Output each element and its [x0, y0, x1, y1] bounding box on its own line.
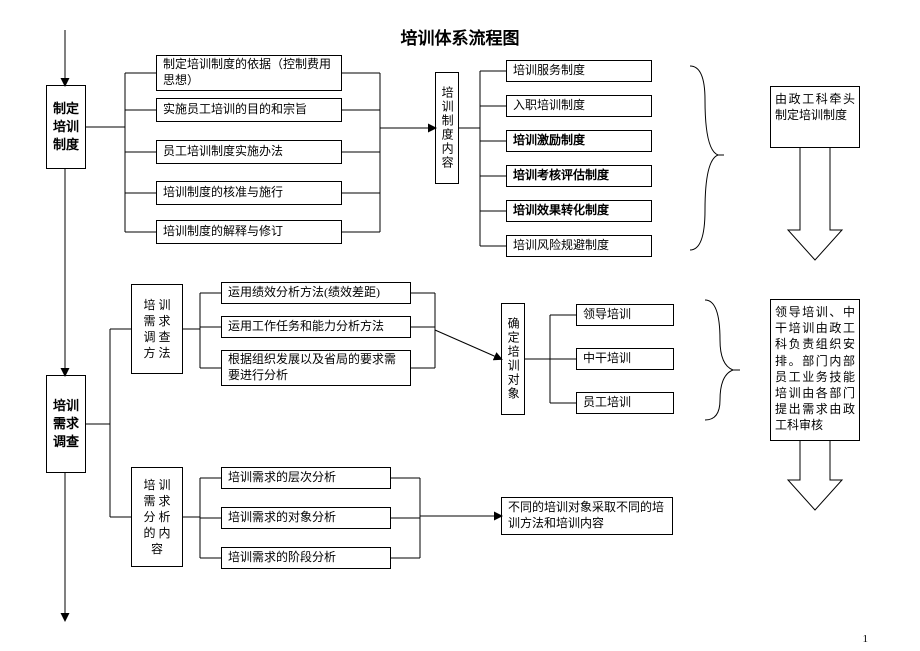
s1-right-5: 培训风险规避制度: [506, 235, 652, 257]
s2-right-1: 中干培训: [576, 348, 674, 370]
s2-a-0: 运用绩效分析方法(绩效差距): [221, 282, 411, 304]
s1-right-4: 培训效果转化制度: [506, 200, 652, 222]
s2-a-2: 根据组织发展以及省局的要求需要进行分析: [221, 350, 411, 386]
s2-groupB-label-text: 培 训 需 求 分 析 的 内 容: [143, 477, 170, 558]
s1-right-3: 培训考核评估制度: [506, 165, 652, 187]
s2-center-label: 确定培训对象: [501, 303, 525, 415]
s2-bottom-right: 不同的培训对象采取不同的培训方法和培训内容: [501, 497, 673, 535]
s2-note: 领导培训、中干培训由政工科负责组织安排。部门内部员工业务技能培训由各部门提出需求…: [770, 299, 860, 441]
stage-2-text: 培训 需求 调查: [53, 397, 79, 452]
s1-note: 由政工科牵头制定培训制度: [770, 86, 860, 148]
s1-right-2: 培训激励制度: [506, 130, 652, 152]
s1-right-0: 培训服务制度: [506, 60, 652, 82]
s2-groupA-label-text: 培 训 需 求 调 查 方 法: [143, 297, 170, 362]
s2-b-1: 培训需求的对象分析: [221, 507, 391, 529]
s1-right-1: 入职培训制度: [506, 95, 652, 117]
s2-groupA-label: 培 训 需 求 调 查 方 法: [131, 284, 183, 374]
s2-groupB-label: 培 训 需 求 分 析 的 内 容: [131, 467, 183, 567]
s2-center-label-text: 确定培训对象: [505, 317, 521, 401]
s2-right-0: 领导培训: [576, 304, 674, 326]
s2-a-1: 运用工作任务和能力分析方法: [221, 316, 411, 338]
s1-center-label-text: 培训制度内容: [439, 86, 455, 170]
s1-item-4: 培训制度的解释与修订: [156, 220, 342, 244]
page-number: 1: [863, 633, 869, 645]
s1-item-2: 员工培训制度实施办法: [156, 140, 342, 164]
stage-1-text: 制定 培训 制度: [53, 100, 79, 155]
s1-item-1: 实施员工培训的目的和宗旨: [156, 98, 342, 122]
page-title: 培训体系流程图: [0, 24, 920, 49]
s1-item-3: 培训制度的核准与施行: [156, 181, 342, 205]
stage-2: 培训 需求 调查: [46, 375, 86, 473]
s1-item-0: 制定培训制度的依据（控制费用思想）: [156, 55, 342, 91]
s2-b-2: 培训需求的阶段分析: [221, 547, 391, 569]
s1-center-label: 培训制度内容: [435, 72, 459, 184]
s2-right-2: 员工培训: [576, 392, 674, 414]
stage-1: 制定 培训 制度: [46, 85, 86, 169]
s2-b-0: 培训需求的层次分析: [221, 467, 391, 489]
